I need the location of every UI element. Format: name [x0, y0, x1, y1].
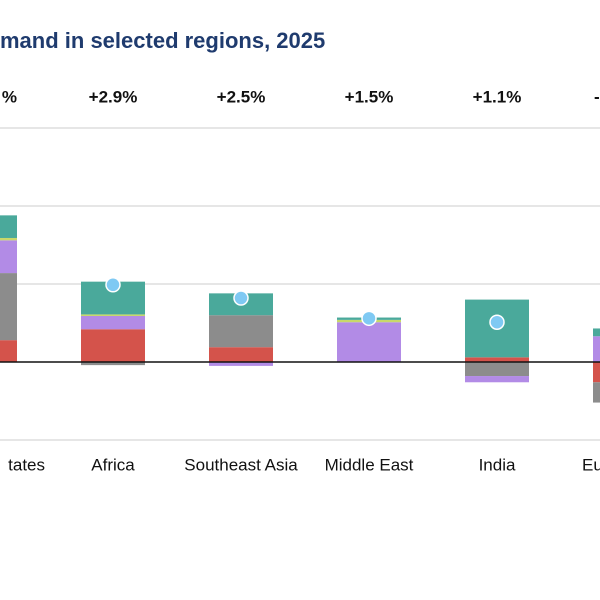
bar-segment — [81, 314, 145, 316]
bar-segment — [81, 362, 145, 366]
net-dot — [233, 290, 249, 306]
bar-segment — [81, 315, 145, 330]
chart-title: mand in selected regions, 2025 — [0, 28, 325, 53]
bar-segment — [0, 273, 17, 341]
bar-segment — [209, 362, 273, 366]
bar-segment — [0, 237, 17, 241]
bar-segment — [593, 362, 600, 383]
net-dot — [105, 277, 121, 293]
x-tick-label: India — [479, 455, 516, 474]
growth-label: +1.5% — [345, 87, 394, 106]
growth-label: - — [594, 87, 600, 106]
bar-segment — [81, 329, 145, 362]
x-tick-label: Africa — [91, 455, 135, 474]
bar-segment — [209, 347, 273, 362]
bar-segment — [465, 376, 529, 383]
bar-segment — [0, 240, 17, 274]
bar-segment — [337, 322, 401, 362]
growth-label: +2.5% — [217, 87, 266, 106]
bar-segment — [0, 215, 17, 238]
bar-segment — [593, 336, 600, 362]
bar-segment — [209, 315, 273, 348]
growth-label: +2.9% — [89, 87, 138, 106]
bar-segment — [0, 340, 17, 362]
bar-segment — [465, 362, 529, 377]
x-tick-label: tates — [8, 455, 45, 474]
growth-label: +1.1% — [473, 87, 522, 106]
bar-segment — [465, 357, 529, 362]
x-tick-label: Eu — [582, 455, 600, 474]
growth-label: % — [2, 87, 17, 106]
x-tick-label: Southeast Asia — [184, 455, 298, 474]
x-tick-label: Middle East — [325, 455, 414, 474]
net-dot — [361, 310, 377, 327]
bar-segment — [593, 382, 600, 403]
bar-segment — [593, 328, 600, 337]
net-dot — [489, 314, 505, 330]
